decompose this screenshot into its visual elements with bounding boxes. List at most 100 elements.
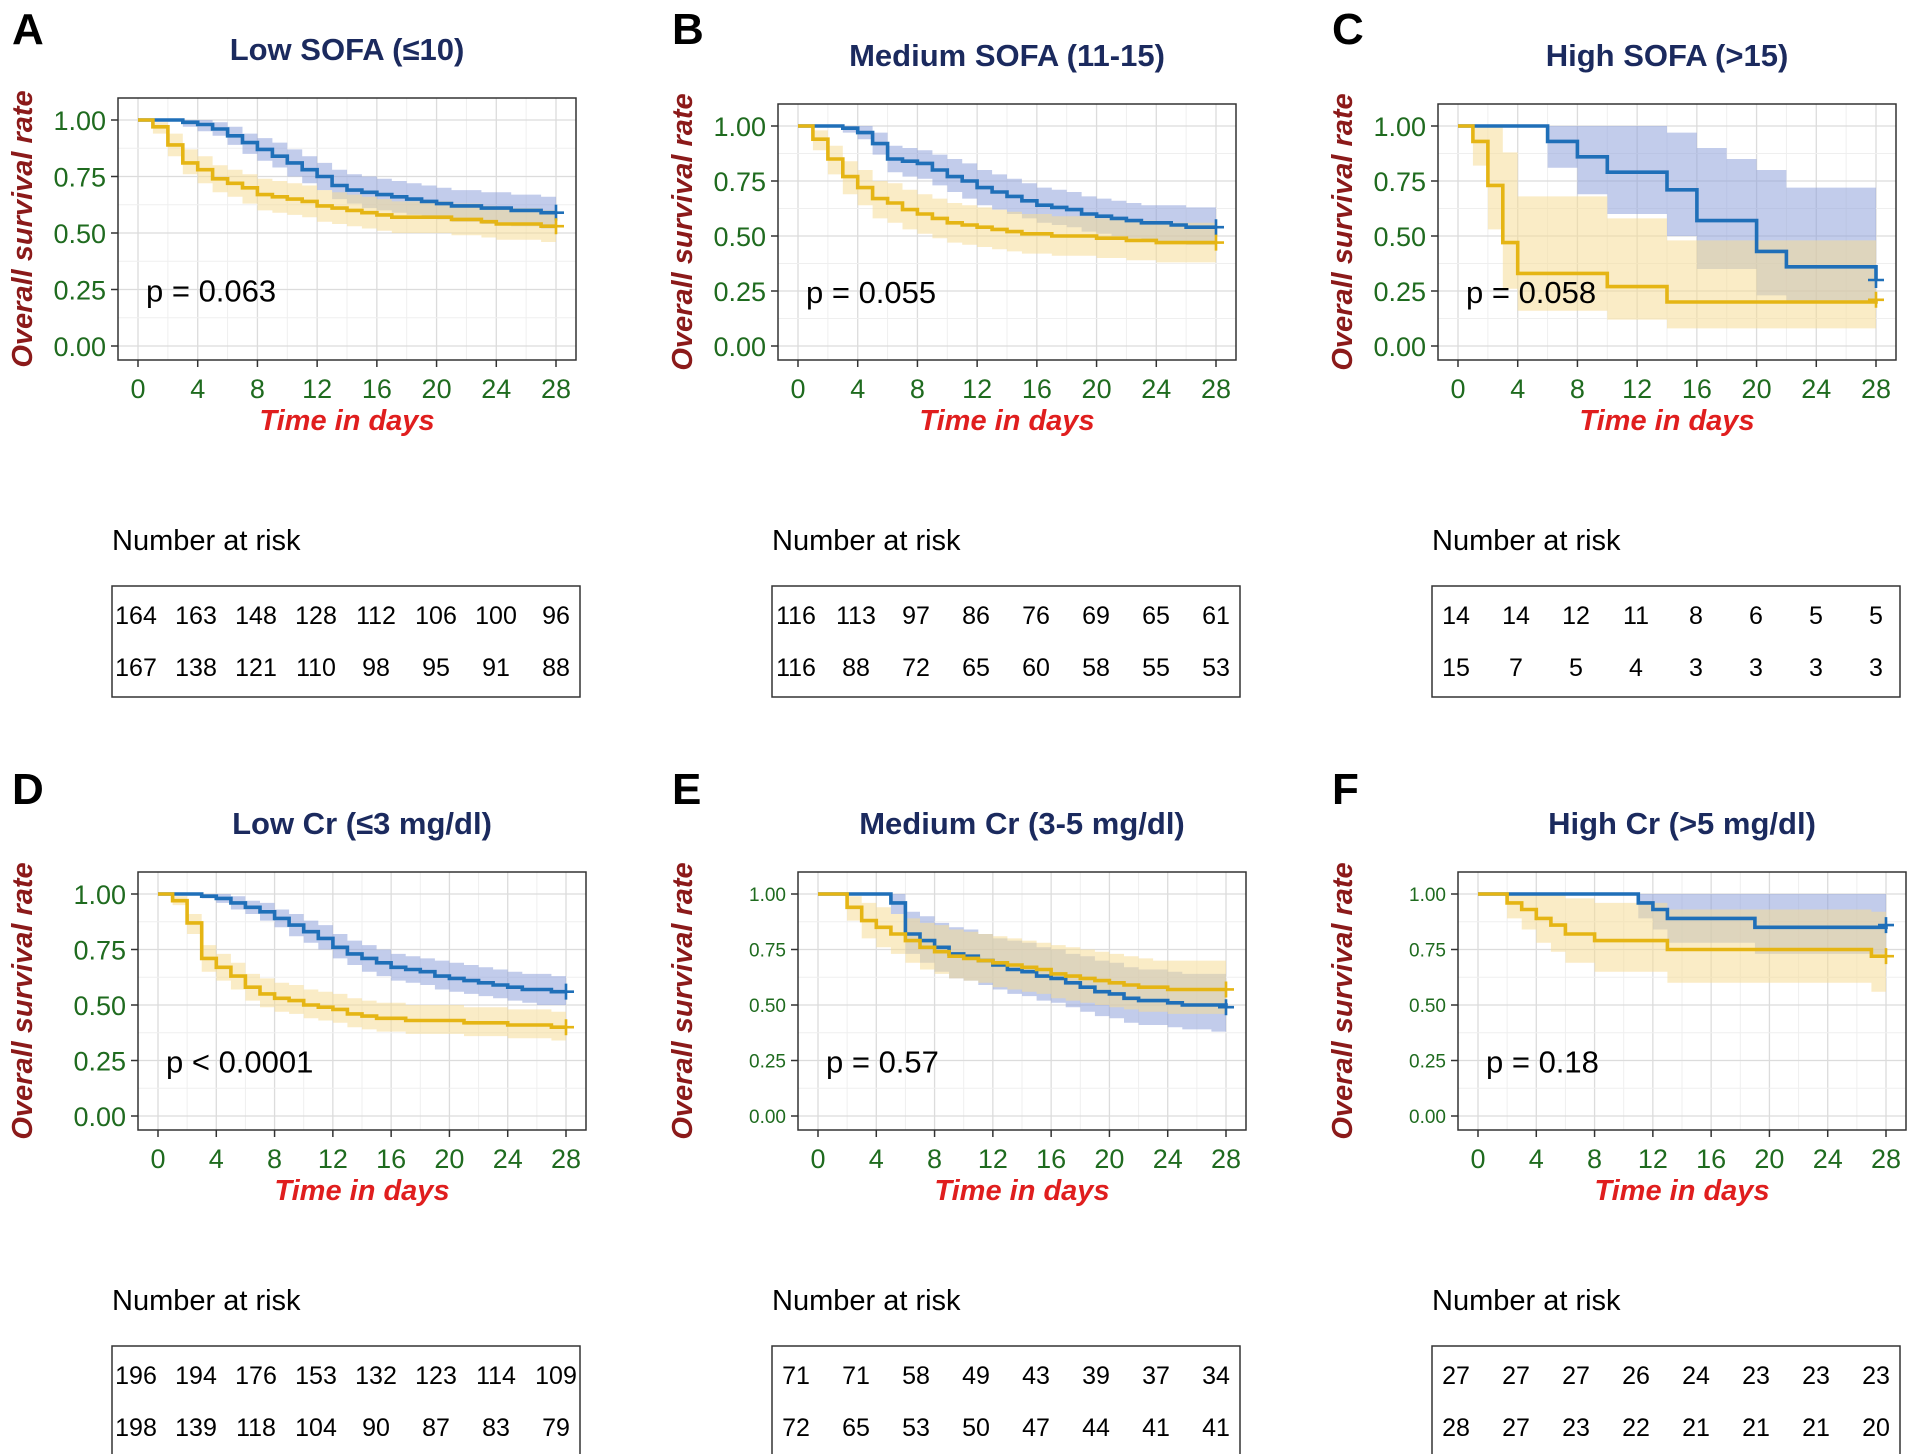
risk-cell: 44 [1082, 1414, 1110, 1442]
plot-frame [1457, 871, 1907, 1131]
panel-letter: C [1332, 5, 1364, 54]
panel-c: C High SOFA (>15) 0.00 0.25 0.50 0.75 1.00 0 4 8 1… [1327, 5, 1901, 698]
y-tick-label: 0.75 [713, 167, 766, 197]
risk-cell: 24 [1682, 1362, 1710, 1390]
y-tick-label: 0.50 [749, 996, 786, 1017]
risk-cell: 112 [356, 602, 396, 630]
risk-cell: 91 [482, 654, 510, 682]
risk-cell: 39 [1082, 1362, 1110, 1390]
risk-cell: 22 [1622, 1414, 1650, 1442]
y-tick-label: 0.50 [53, 219, 106, 249]
x-tick-label: 20 [1094, 1144, 1124, 1174]
panel-title: Low Cr (≤3 mg/dl) [232, 806, 492, 841]
x-axis-label: Time in days [1579, 405, 1754, 437]
y-tick-label: 0.25 [1409, 1052, 1446, 1073]
x-tick-label: 16 [1036, 1144, 1066, 1174]
y-tick-label: 0.75 [1373, 167, 1426, 197]
x-tick-label: 8 [927, 1144, 942, 1174]
risk-table-frame [771, 585, 1241, 698]
x-tick-label: 12 [318, 1144, 348, 1174]
plot-frame [137, 871, 587, 1131]
censor-mark-group2 [548, 218, 564, 235]
y-tick-label: 1.00 [73, 880, 126, 910]
x-tick-label: 12 [978, 1144, 1008, 1174]
risk-cell: 121 [235, 654, 277, 682]
x-tick-label: 16 [1682, 374, 1712, 404]
x-tick-label: 4 [869, 1144, 884, 1174]
risk-table-title: Number at risk [772, 1285, 961, 1317]
y-tick-label: 0.00 [1409, 1107, 1446, 1128]
survival-line-group2 [1458, 124, 1878, 304]
y-tick-label: 1.00 [1373, 112, 1426, 142]
risk-cell: 72 [782, 1414, 810, 1442]
y-axis-label: Overall survival rate [667, 93, 699, 370]
y-axis-label: Overall survival rate [7, 862, 39, 1139]
y-tick-label: 1.00 [749, 885, 786, 906]
x-tick-label: 4 [1529, 1144, 1544, 1174]
ci-band-group1 [138, 120, 556, 229]
risk-cell: 5 [1809, 602, 1823, 630]
risk-cell: 106 [415, 602, 457, 630]
y-tick-label: 1.00 [713, 112, 766, 142]
risk-cell: 65 [962, 654, 990, 682]
x-tick-label: 8 [1587, 1144, 1602, 1174]
risk-table-frame [1431, 585, 1901, 698]
x-tick-label: 0 [790, 374, 805, 404]
risk-cell: 65 [1142, 602, 1170, 630]
panel-d: D Low Cr (≤3 mg/dl) 0.00 0.25 0.50 0.75 1.00 0 4… [7, 765, 587, 1454]
risk-cell: 21 [1742, 1414, 1770, 1442]
ci-band-group2 [1458, 126, 1876, 329]
risk-cell: 3 [1749, 654, 1763, 682]
y-tick-label: 0.25 [713, 277, 766, 307]
x-tick-label: 28 [541, 374, 571, 404]
risk-cell: 11 [1623, 602, 1649, 630]
risk-cell: 53 [902, 1414, 930, 1442]
x-axis-label: Time in days [934, 1175, 1109, 1207]
censor-mark-group1 [558, 983, 574, 1000]
y-tick-label: 0.50 [1373, 222, 1426, 252]
x-axis-label: Time in days [1594, 1175, 1769, 1207]
risk-cell: 27 [1562, 1362, 1590, 1390]
censor-mark-group2 [558, 1019, 574, 1036]
risk-cell: 153 [295, 1362, 337, 1390]
risk-cell: 87 [422, 1414, 450, 1442]
risk-cell: 98 [362, 654, 390, 682]
x-tick-label: 0 [130, 374, 145, 404]
x-tick-label: 8 [267, 1144, 282, 1174]
risk-cell: 50 [962, 1414, 990, 1442]
panel-letter: D [12, 765, 44, 814]
x-tick-label: 20 [434, 1144, 464, 1174]
panel-letter: B [672, 5, 704, 54]
risk-table-title: Number at risk [1432, 1285, 1621, 1317]
panel-letter: A [12, 5, 44, 54]
x-tick-label: 4 [209, 1144, 224, 1174]
x-tick-label: 12 [1622, 374, 1652, 404]
x-tick-label: 0 [150, 1144, 165, 1174]
risk-cell: 118 [236, 1414, 276, 1442]
plot-frame [777, 103, 1237, 361]
risk-cell: 5 [1869, 602, 1883, 630]
x-tick-label: 0 [1470, 1144, 1485, 1174]
censor-mark-group1 [1218, 999, 1234, 1016]
panel-title: Medium Cr (3-5 mg/dl) [859, 806, 1185, 841]
survival-line-group1 [1458, 124, 1878, 280]
risk-cell: 53 [1202, 654, 1230, 682]
survival-line-group2 [798, 124, 1216, 245]
risk-cell: 3 [1689, 654, 1703, 682]
x-tick-label: 20 [1742, 374, 1772, 404]
x-tick-label: 24 [1813, 1144, 1843, 1174]
risk-cell: 100 [475, 602, 517, 630]
risk-cell: 71 [842, 1362, 870, 1390]
survival-line-group2 [1478, 892, 1886, 958]
y-tick-label: 0.00 [1373, 332, 1426, 362]
risk-cell: 3 [1869, 654, 1883, 682]
risk-cell: 114 [476, 1362, 516, 1390]
survival-line-group2 [818, 892, 1226, 992]
y-tick-label: 0.25 [749, 1052, 786, 1073]
survival-line-group1 [138, 118, 556, 215]
risk-cell: 34 [1202, 1362, 1230, 1390]
risk-cell: 90 [362, 1414, 390, 1442]
ci-band-group2 [138, 120, 556, 242]
x-tick-label: 24 [493, 1144, 523, 1174]
